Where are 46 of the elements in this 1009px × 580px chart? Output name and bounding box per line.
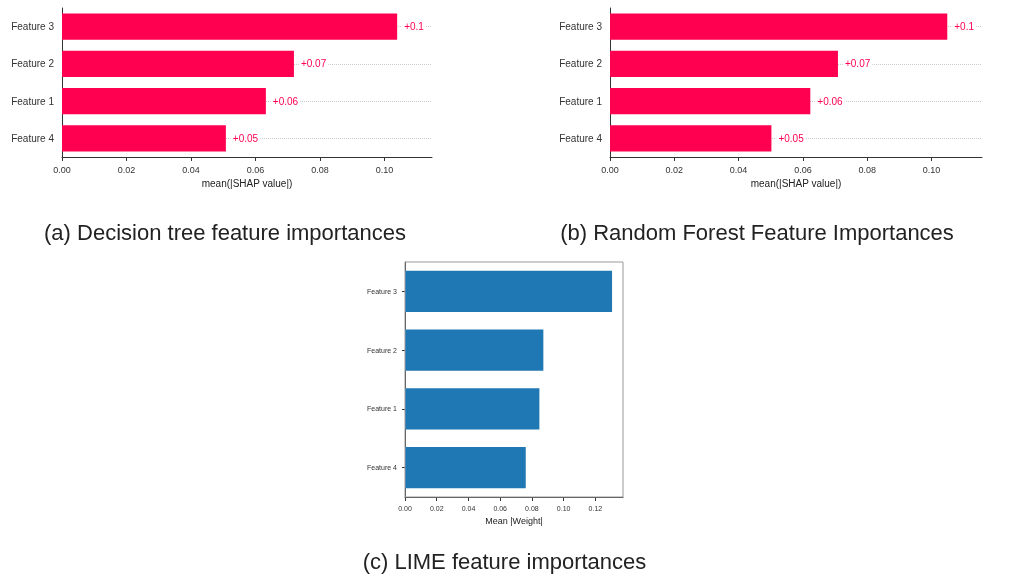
y-tick-label: Feature 3: [11, 21, 55, 33]
data-label: +0.06: [817, 95, 844, 107]
x-tick-label: 0.10: [922, 164, 941, 175]
data-label: +0.1: [404, 21, 425, 33]
data-label: +0.1: [954, 21, 975, 33]
text: (a) Decision tree feature importances: [44, 219, 406, 245]
x-tick-label: 0.04: [182, 164, 200, 175]
y-tick-label: Feature 4: [559, 132, 603, 144]
x-tick-label: 0.06: [794, 164, 812, 175]
x-tick-label: 0.02: [117, 164, 136, 175]
x-axis-title: Mean |Weight|: [485, 516, 543, 527]
y-tick-label: Feature 1: [11, 95, 55, 107]
bar: [610, 88, 811, 115]
x-tick-label: 0.04: [729, 164, 748, 175]
bar: [610, 125, 772, 152]
x-tick-label: 0.00: [53, 164, 71, 175]
text: (b) Random Forest Feature Importances: [560, 219, 954, 245]
x-tick-label: 0.10: [375, 164, 394, 175]
x-axis-title: mean(|SHAP value|): [201, 178, 293, 190]
x-tick-label: 0.08: [858, 164, 876, 175]
y-tick-label: Feature 1: [559, 95, 603, 107]
x-tick-label: 0.08: [311, 164, 329, 175]
bar: [610, 13, 948, 40]
bar: [405, 270, 613, 312]
data-label: +0.06: [272, 95, 299, 107]
data-label: +0.07: [844, 58, 871, 70]
x-tick-label: 0.06: [246, 164, 265, 175]
bar: [405, 329, 544, 371]
bar: [610, 50, 838, 77]
bar: [62, 13, 398, 40]
x-tick-label: 0.00: [601, 164, 619, 175]
data-label: +0.05: [232, 132, 259, 144]
bar: [405, 447, 526, 489]
text: (c) LIME feature importances: [362, 548, 647, 574]
x-tick-label: 0.02: [665, 164, 684, 175]
data-label: +0.05: [778, 132, 805, 144]
y-tick-label: Feature 2: [11, 58, 55, 70]
y-tick-label: Feature 3: [559, 21, 603, 33]
data-label: +0.07: [300, 58, 327, 70]
bar: [405, 388, 540, 430]
bar: [62, 125, 226, 152]
x-axis-title: mean(|SHAP value|): [750, 178, 842, 190]
y-tick-label: Feature 2: [559, 58, 603, 70]
y-tick-label: Feature 4: [11, 132, 55, 144]
bar: [62, 88, 266, 115]
bar: [62, 50, 294, 77]
